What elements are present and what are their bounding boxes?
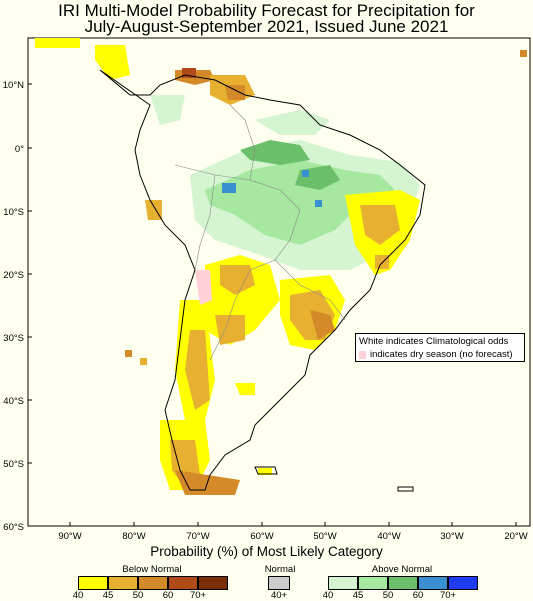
- above-normal-tick-label: 50: [382, 590, 394, 601]
- below-normal-swatch: [198, 576, 228, 590]
- below-normal-tick-label: 40: [72, 590, 84, 601]
- below-normal-tick-label: 50: [132, 590, 144, 601]
- coastlines: [99, 69, 426, 492]
- lat-label: 0°: [15, 144, 24, 155]
- lon-label: 30°W: [440, 531, 463, 542]
- lon-label: 40°W: [377, 531, 400, 542]
- lat-label: 10°N: [3, 80, 24, 91]
- above-normal-tick-label: 40: [322, 590, 334, 601]
- legend-title: Probability (%) of Most Likely Category: [150, 544, 383, 559]
- normal-label: Normal: [264, 564, 296, 575]
- lon-label: 60°W: [250, 531, 273, 542]
- above-normal-swatch: [448, 576, 478, 590]
- latitude-axis: 10°N 0° 10°S 20°S 30°S 40°S 50°S 60°S: [3, 80, 32, 533]
- country-borders: [174, 104, 346, 361]
- normal-swatch: [268, 576, 290, 590]
- lon-label: 90°W: [58, 531, 81, 542]
- below-normal-swatch: [108, 576, 138, 590]
- below-normal-tick-label: 45: [102, 590, 114, 601]
- above-normal-label: Above Normal: [371, 564, 433, 575]
- lon-label: 20°W: [504, 531, 527, 542]
- lat-label: 60°S: [3, 522, 24, 533]
- below-normal-tick-label: 60: [162, 590, 174, 601]
- dry-season-swatch: [359, 350, 366, 359]
- above-normal-tick-label: 45: [352, 590, 364, 601]
- above-normal-swatch: [358, 576, 388, 590]
- lat-label: 10°S: [3, 207, 24, 218]
- below-normal-swatch: [78, 576, 108, 590]
- map-title-line-2: July-August-September 2021, Issued June …: [84, 17, 449, 36]
- below-normal-region: [35, 38, 527, 495]
- lon-label: 70°W: [186, 531, 209, 542]
- lon-label: 80°W: [122, 531, 145, 542]
- below-normal-label: Below Normal: [122, 564, 182, 575]
- above-normal-swatch: [328, 576, 358, 590]
- lon-label: 50°W: [313, 531, 336, 542]
- lat-label: 40°S: [3, 396, 24, 407]
- map-title-line-1: IRI Multi-Model Probability Forecast for…: [58, 1, 475, 20]
- above-normal-tick-label: 70+: [439, 590, 457, 601]
- below-normal-tick-label: 70+: [189, 590, 207, 601]
- dry-season-region: [195, 270, 212, 305]
- below-normal-swatch: [168, 576, 198, 590]
- longitude-axis: 90°W 80°W 70°W 60°W 50°W 40°W 30°W 20°W: [58, 522, 528, 542]
- above-normal-tick-label: 60: [412, 590, 424, 601]
- legend-note-box: White indicates Climatological odds indi…: [355, 333, 525, 362]
- climatological-odds-note: White indicates Climatological odds: [359, 336, 509, 347]
- above-normal-swatch: [418, 576, 448, 590]
- dry-season-note: indicates dry season (no forecast): [370, 349, 513, 360]
- below-normal-swatch: [138, 576, 168, 590]
- map-frame: [27, 37, 531, 527]
- normal-tick-label: 40+: [270, 590, 288, 601]
- lat-label: 20°S: [3, 270, 24, 281]
- lat-label: 30°S: [3, 333, 24, 344]
- above-normal-swatch: [388, 576, 418, 590]
- lat-label: 50°S: [3, 459, 24, 470]
